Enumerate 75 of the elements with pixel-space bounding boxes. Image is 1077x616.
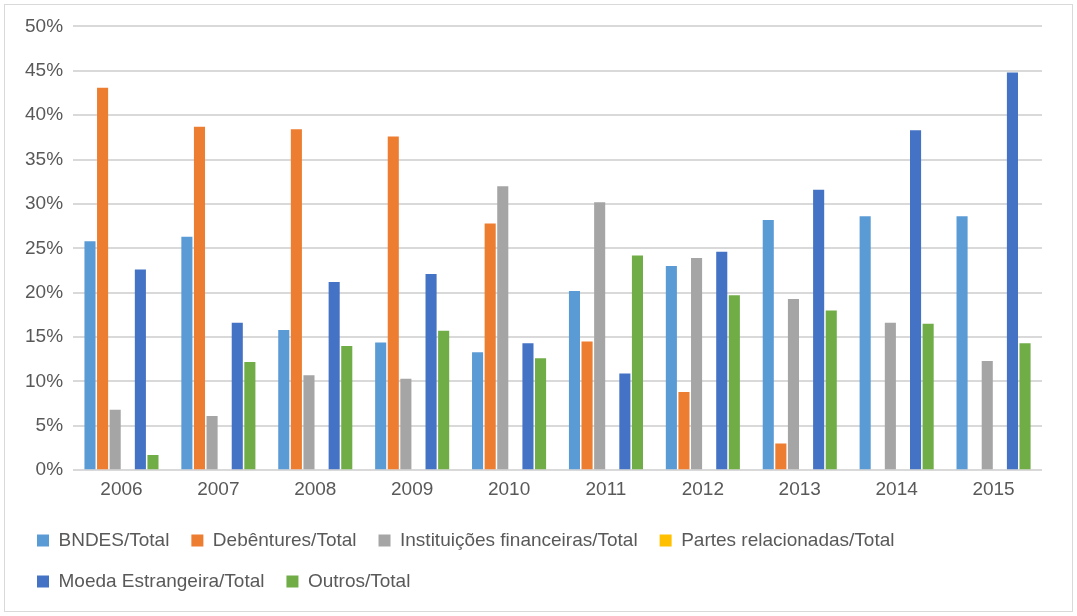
bar [400, 378, 412, 470]
y-tick-label: 15% [25, 325, 64, 347]
bar [1019, 343, 1031, 470]
bar [981, 361, 993, 470]
bar [825, 310, 837, 470]
x-tick-label: 2006 [100, 477, 143, 499]
bar [716, 251, 728, 470]
x-tick-label: 2007 [197, 477, 240, 499]
bar [787, 298, 799, 470]
bar [535, 358, 547, 470]
bar [619, 373, 631, 470]
bar [775, 443, 787, 470]
bar [884, 322, 896, 470]
y-tick-label: 25% [25, 236, 64, 258]
x-tick-label: 2008 [294, 477, 337, 499]
bar [910, 130, 922, 470]
bar [813, 189, 825, 470]
bar [375, 342, 387, 470]
y-tick-label: 50% [25, 14, 64, 36]
bar [581, 341, 593, 470]
bar [678, 392, 690, 470]
bar [244, 361, 256, 470]
bar [387, 136, 399, 470]
bar [193, 126, 206, 470]
bar [922, 323, 934, 470]
x-tick-label: 2014 [875, 477, 919, 499]
bar [497, 186, 509, 470]
legend-label: Partes relacionadas/Total [681, 528, 895, 550]
x-tick-label: 2015 [972, 477, 1015, 499]
bar [568, 290, 581, 470]
x-tick-label: 2012 [681, 477, 724, 499]
bar [231, 322, 243, 470]
bar [859, 216, 871, 470]
bar [206, 416, 218, 470]
legend-label: Moeda Estrangeira/Total [58, 569, 265, 591]
y-tick-label: 0% [35, 458, 64, 480]
bar [594, 202, 606, 470]
bar [425, 274, 437, 470]
y-tick-label: 5% [35, 414, 64, 436]
bar [522, 343, 534, 470]
bar [438, 330, 450, 470]
bar [631, 255, 643, 470]
bar [84, 241, 96, 470]
bar [956, 216, 968, 470]
legend-label: BNDES/Total [58, 528, 170, 550]
bar [134, 269, 146, 470]
bar [97, 87, 109, 470]
bar [762, 219, 774, 470]
bar [728, 295, 740, 470]
bar [341, 345, 353, 470]
bar [1006, 72, 1018, 470]
legend-label: Outros/Total [307, 569, 411, 591]
y-tick-label: 45% [25, 59, 64, 81]
bar [278, 329, 290, 470]
y-tick-label: 10% [25, 369, 64, 391]
bar [472, 352, 484, 470]
bar [303, 375, 315, 470]
x-tick-label: 2009 [391, 477, 434, 499]
bar [484, 223, 496, 470]
y-tick-label: 30% [25, 192, 64, 214]
x-tick-label: 2010 [487, 477, 531, 499]
bar [691, 258, 703, 470]
y-tick-label: 20% [25, 280, 64, 302]
bar [147, 455, 159, 470]
bar [290, 129, 302, 470]
bar [109, 409, 121, 470]
y-tick-label: 40% [25, 103, 64, 125]
bar [328, 282, 340, 470]
x-tick-label: 2011 [585, 477, 627, 499]
bar [181, 236, 193, 470]
bar [665, 266, 677, 470]
x-tick-label: 2013 [778, 477, 821, 499]
y-tick-label: 35% [25, 147, 64, 169]
legend-label: Instituições financeiras/Total [400, 528, 638, 550]
legend-label: Debêntures/Total [212, 528, 357, 550]
